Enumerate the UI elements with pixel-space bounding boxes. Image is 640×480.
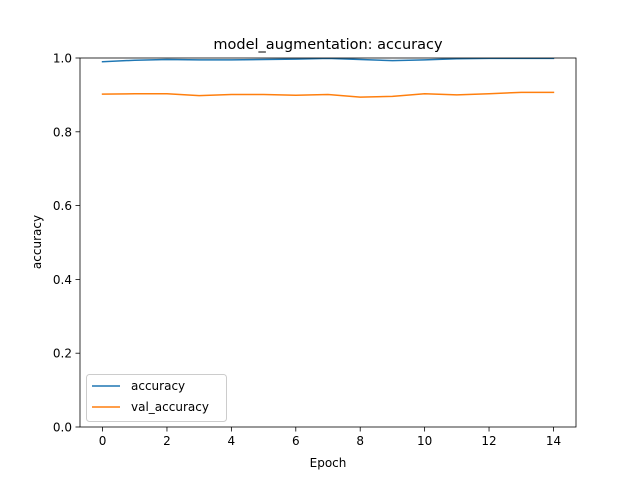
- legend: accuracy val_accuracy: [86, 374, 227, 422]
- y-tick-label: 0.6: [53, 199, 72, 213]
- x-tick-label: 0: [99, 434, 107, 448]
- legend-box: [86, 374, 227, 422]
- y-tick-label: 0.4: [53, 273, 72, 287]
- series-line-val-accuracy: [101, 91, 555, 98]
- y-tick-label: 0.2: [53, 347, 72, 361]
- y-tick-label: 1.0: [53, 52, 72, 66]
- legend-label-accuracy: accuracy: [131, 379, 185, 393]
- x-tick-label: 6: [292, 434, 300, 448]
- x-tick-label: 10: [417, 434, 432, 448]
- axes-layer: 0 2 4 6 8 10 12 14 0.0 0.2 0.4 0.6 0.8 1.0: [53, 52, 577, 448]
- x-tick-label: 14: [546, 434, 561, 448]
- legend-label-val-accuracy: val_accuracy: [131, 400, 209, 414]
- x-axis-label: Epoch: [310, 456, 347, 470]
- x-tick-label: 2: [163, 434, 171, 448]
- x-tick-label: 12: [481, 434, 496, 448]
- y-tick-label: 0.8: [53, 125, 72, 139]
- x-tick-label: 4: [228, 434, 236, 448]
- chart-title: model_augmentation: accuracy: [213, 37, 443, 53]
- plot-frame: [79, 57, 577, 428]
- y-axis-label: accuracy: [30, 215, 44, 269]
- y-tick-label: 0.0: [53, 421, 72, 435]
- x-tick-label: 8: [356, 434, 364, 448]
